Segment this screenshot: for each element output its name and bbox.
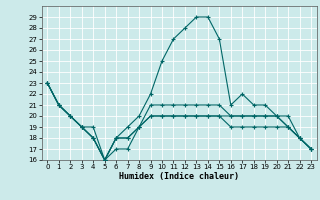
- X-axis label: Humidex (Indice chaleur): Humidex (Indice chaleur): [119, 172, 239, 181]
